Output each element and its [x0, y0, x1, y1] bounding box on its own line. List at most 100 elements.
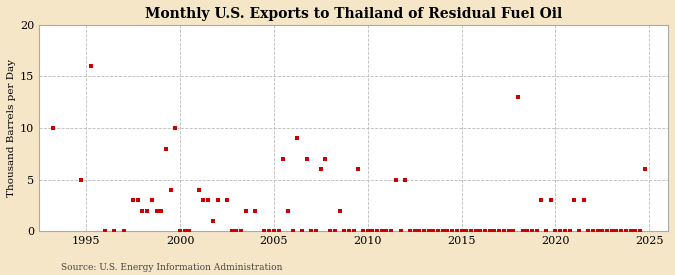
Point: [620, 229, 631, 233]
Point: [301, 157, 312, 161]
Point: [592, 229, 603, 233]
Point: [456, 229, 467, 233]
Point: [560, 229, 570, 233]
Point: [48, 126, 59, 130]
Point: [310, 229, 321, 233]
Point: [395, 229, 406, 233]
Point: [142, 208, 153, 213]
Point: [625, 229, 636, 233]
Point: [541, 229, 551, 233]
Point: [99, 229, 110, 233]
Point: [264, 229, 275, 233]
Point: [428, 229, 439, 233]
Point: [184, 229, 195, 233]
Point: [485, 229, 495, 233]
Point: [344, 229, 354, 233]
Point: [221, 198, 232, 202]
Point: [634, 229, 645, 233]
Point: [367, 229, 378, 233]
Point: [611, 229, 622, 233]
Point: [597, 229, 608, 233]
Point: [193, 188, 204, 192]
Point: [236, 229, 246, 233]
Point: [512, 95, 523, 99]
Point: [545, 198, 556, 202]
Point: [404, 229, 415, 233]
Point: [296, 229, 307, 233]
Point: [269, 229, 279, 233]
Point: [137, 208, 148, 213]
Point: [433, 229, 443, 233]
Point: [466, 229, 477, 233]
Point: [531, 229, 542, 233]
Point: [587, 229, 598, 233]
Point: [353, 167, 364, 172]
Point: [386, 229, 397, 233]
Point: [470, 229, 481, 233]
Point: [418, 229, 429, 233]
Point: [278, 157, 289, 161]
Point: [198, 198, 209, 202]
Point: [250, 208, 261, 213]
Point: [339, 229, 350, 233]
Point: [606, 229, 617, 233]
Point: [273, 229, 284, 233]
Point: [555, 229, 566, 233]
Point: [550, 229, 561, 233]
Point: [76, 177, 87, 182]
Point: [517, 229, 528, 233]
Point: [498, 229, 509, 233]
Point: [362, 229, 373, 233]
Point: [306, 229, 317, 233]
Point: [447, 229, 458, 233]
Point: [259, 229, 270, 233]
Point: [390, 177, 401, 182]
Point: [480, 229, 491, 233]
Point: [329, 229, 340, 233]
Point: [578, 198, 589, 202]
Point: [522, 229, 533, 233]
Point: [437, 229, 448, 233]
Point: [146, 198, 157, 202]
Point: [536, 198, 547, 202]
Point: [151, 208, 162, 213]
Point: [601, 229, 612, 233]
Point: [180, 229, 190, 233]
Point: [564, 229, 575, 233]
Point: [240, 208, 251, 213]
Text: Source: U.S. Energy Information Administration: Source: U.S. Energy Information Administ…: [61, 263, 282, 272]
Point: [442, 229, 453, 233]
Point: [639, 167, 650, 172]
Point: [283, 208, 294, 213]
Point: [175, 229, 186, 233]
Point: [574, 229, 585, 233]
Point: [226, 229, 237, 233]
Point: [292, 136, 302, 141]
Point: [165, 188, 176, 192]
Point: [128, 198, 138, 202]
Point: [583, 229, 594, 233]
Point: [489, 229, 500, 233]
Point: [325, 229, 335, 233]
Point: [461, 229, 472, 233]
Point: [452, 229, 462, 233]
Point: [132, 198, 143, 202]
Point: [231, 229, 242, 233]
Point: [493, 229, 504, 233]
Point: [508, 229, 518, 233]
Point: [156, 208, 167, 213]
Point: [414, 229, 425, 233]
Point: [503, 229, 514, 233]
Point: [377, 229, 387, 233]
Point: [630, 229, 641, 233]
Point: [381, 229, 392, 233]
Point: [288, 229, 298, 233]
Point: [423, 229, 434, 233]
Point: [334, 208, 345, 213]
Point: [348, 229, 359, 233]
Point: [212, 198, 223, 202]
Point: [315, 167, 326, 172]
Point: [372, 229, 383, 233]
Point: [118, 229, 129, 233]
Point: [202, 198, 213, 202]
